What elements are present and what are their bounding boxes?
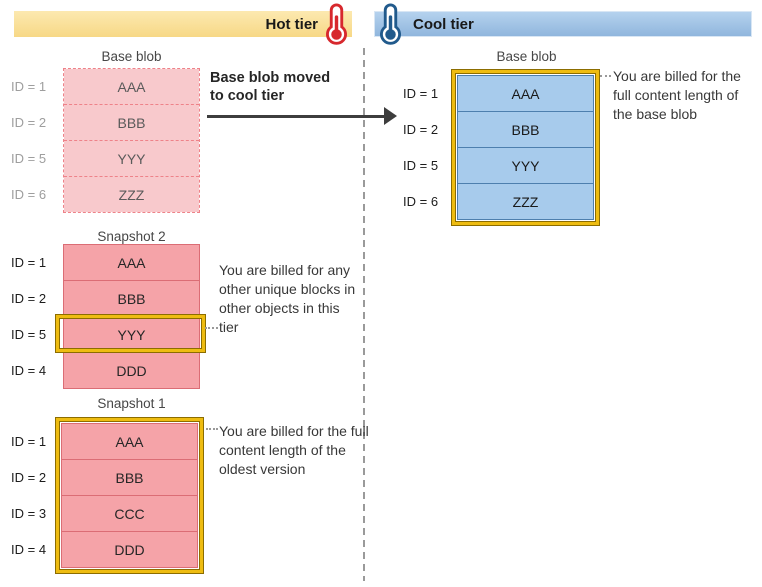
- cool-base-blob-title: Base blob: [496, 49, 557, 64]
- thermometer-hot-icon: [326, 3, 347, 45]
- cool-tier-header: Cool tier: [374, 11, 752, 37]
- row-id-label: ID = 1: [11, 254, 47, 270]
- block-cell: YYY: [458, 148, 593, 184]
- cool-note-connector: [600, 75, 611, 77]
- thermometer-cool-icon: [380, 3, 401, 45]
- row-id-label: ID = 1: [11, 78, 47, 94]
- block-cell: AAA: [62, 424, 197, 460]
- cool-tier-label: Cool tier: [413, 15, 474, 33]
- block-cell: YYY: [64, 317, 199, 353]
- block-cell: AAA: [64, 69, 199, 105]
- hot-base-blob-id-labels: ID = 1 ID = 2 ID = 5 ID = 6: [8, 68, 60, 212]
- block-cell: YYY: [64, 141, 199, 177]
- snapshot2-unique-block-highlight: [55, 314, 206, 353]
- hot-tier-header: Hot tier: [14, 11, 352, 37]
- block-cell: BBB: [64, 281, 199, 317]
- block-cell: ZZZ: [64, 177, 199, 212]
- hot-base-blob-table: AAA BBB YYY ZZZ: [63, 68, 200, 213]
- row-id-label: ID = 3: [11, 505, 47, 521]
- block-cell: AAA: [458, 76, 593, 112]
- row-id-label: ID = 6: [403, 193, 439, 209]
- snapshot1-title: Snapshot 1: [97, 396, 166, 411]
- block-cell: ZZZ: [458, 184, 593, 219]
- snapshot2-title: Snapshot 2: [97, 229, 166, 244]
- snapshot1-billing-note: You are billed for the full content leng…: [219, 423, 369, 477]
- row-id-label: ID = 5: [11, 326, 47, 342]
- moved-arrow-head: [384, 107, 397, 125]
- moved-arrow: [207, 115, 386, 118]
- block-cell: BBB: [458, 112, 593, 148]
- row-id-label: ID = 2: [11, 469, 47, 485]
- row-id-label: ID = 2: [403, 121, 439, 137]
- cool-base-blob-id-labels: ID = 1 ID = 2 ID = 5 ID = 6: [400, 70, 452, 219]
- snapshot1-note-connector: [206, 428, 218, 430]
- cool-billing-note: You are billed for the full content leng…: [613, 68, 741, 122]
- block-cell: BBB: [64, 105, 199, 141]
- hot-base-blob-title: Base blob: [101, 49, 162, 64]
- cool-base-blob-billed-highlight: AAA BBB YYY ZZZ: [451, 69, 600, 226]
- cool-base-blob-table: AAA BBB YYY ZZZ: [457, 75, 594, 220]
- block-cell: AAA: [64, 245, 199, 281]
- row-id-label: ID = 1: [11, 433, 47, 449]
- snapshot1-id-labels: ID = 1 ID = 2 ID = 3 ID = 4: [8, 418, 60, 567]
- snapshot2-table: AAA BBB YYY DDD: [63, 244, 200, 389]
- block-cell: DDD: [64, 353, 199, 388]
- tier-divider-dashed-line: [363, 48, 365, 581]
- block-cell: CCC: [62, 496, 197, 532]
- hot-tier-label: Hot tier: [265, 15, 319, 33]
- snapshot2-billing-note: You are billed for any other unique bloc…: [219, 262, 356, 335]
- moved-to-cool-label: Base blob moved to cool tier: [210, 70, 331, 104]
- row-id-label: ID = 4: [11, 362, 47, 378]
- row-id-label: ID = 2: [11, 290, 47, 306]
- block-cell: BBB: [62, 460, 197, 496]
- row-id-label: ID = 1: [403, 85, 439, 101]
- row-id-label: ID = 5: [403, 157, 439, 173]
- block-cell: DDD: [62, 532, 197, 567]
- snapshot2-note-connector: [205, 327, 218, 329]
- snapshot1-table: AAA BBB CCC DDD: [61, 423, 198, 568]
- row-id-label: ID = 5: [11, 150, 47, 166]
- snapshot1-billed-highlight: AAA BBB CCC DDD: [55, 417, 204, 574]
- snapshot2-id-labels: ID = 1 ID = 2 ID = 5 ID = 4: [8, 244, 60, 388]
- row-id-label: ID = 2: [11, 114, 47, 130]
- row-id-label: ID = 6: [11, 186, 47, 202]
- row-id-label: ID = 4: [11, 541, 47, 557]
